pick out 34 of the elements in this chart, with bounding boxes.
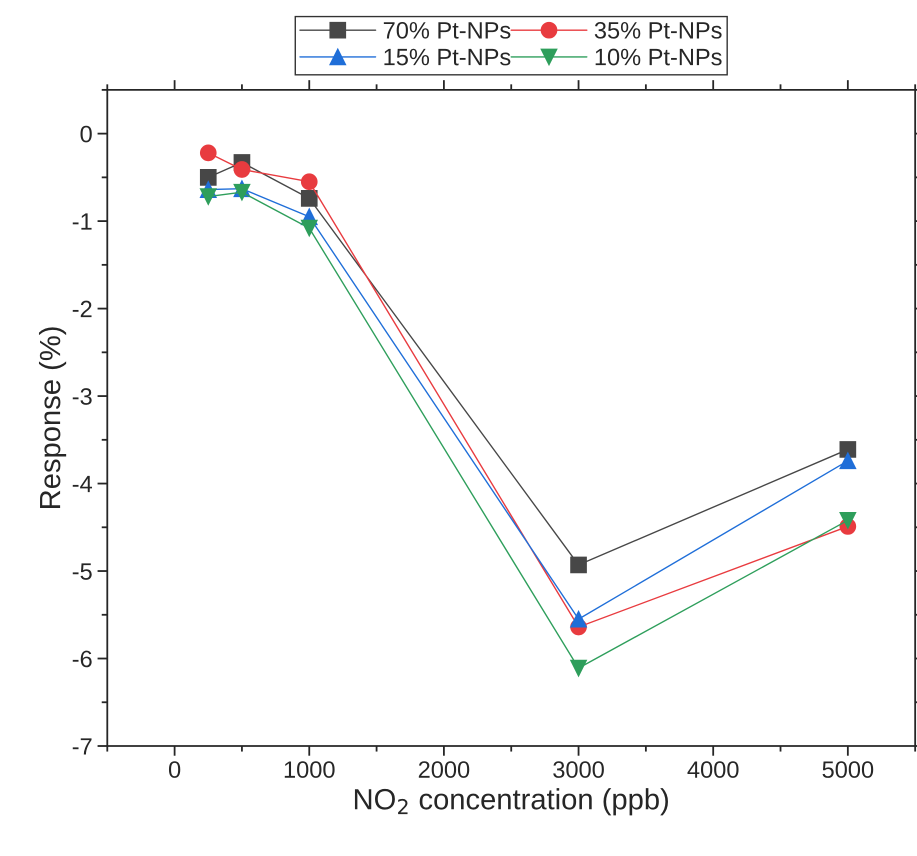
x-tick-label: 2000 — [418, 761, 470, 778]
point — [840, 452, 856, 470]
y-tick-label: -3 — [72, 388, 92, 405]
point — [234, 161, 250, 178]
y-tick-label: -4 — [72, 476, 92, 492]
x-tick-label: 4000 — [687, 761, 739, 778]
y-tick-label: -7 — [72, 738, 92, 755]
x-tick-label: 5000 — [822, 761, 874, 778]
y-tick-label: -1 — [72, 213, 92, 230]
point — [570, 660, 587, 676]
y-axis-title: Response (%) — [38, 327, 66, 508]
x-tick-label: 1000 — [284, 761, 335, 778]
x-tick-label: 0 — [168, 761, 180, 778]
x-tick-label: 3000 — [553, 761, 604, 778]
y-tick-label: -5 — [72, 563, 92, 580]
legend-label: 10% Pt-NPs — [596, 48, 722, 66]
y-tick-label: -2 — [72, 300, 92, 318]
point — [300, 173, 318, 190]
legend-label: 70% Pt-NPs — [384, 22, 510, 39]
y-tick-label: 0 — [80, 126, 92, 142]
point — [570, 610, 587, 628]
point — [234, 184, 250, 201]
legend-label: 15% Pt-NPs — [384, 48, 510, 66]
point — [300, 190, 318, 207]
point — [840, 512, 856, 529]
legend-label: 35% Pt-NPs — [594, 22, 722, 39]
y-tick-label: -6 — [72, 650, 92, 668]
point — [200, 144, 217, 162]
point — [840, 441, 856, 458]
point — [200, 188, 217, 205]
point — [300, 220, 318, 236]
point — [570, 556, 587, 574]
x-axis-title: NO$_{2}$ concentration (ppb) — [354, 788, 668, 816]
point — [200, 169, 217, 186]
